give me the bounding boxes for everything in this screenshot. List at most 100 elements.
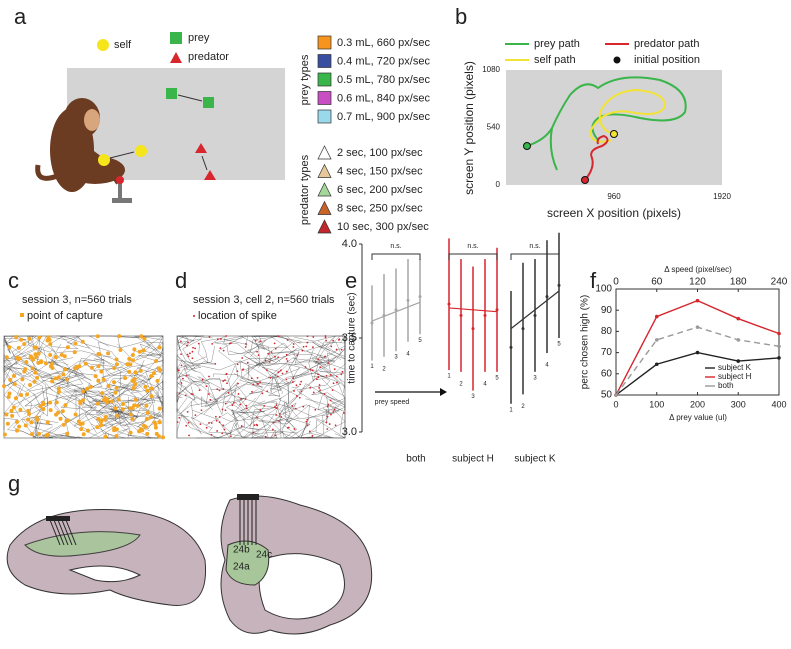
spike-location	[267, 352, 270, 355]
spike-location	[214, 362, 217, 365]
spike-location	[292, 377, 295, 380]
capture-point	[88, 384, 93, 389]
trajectory	[203, 365, 269, 415]
spike-location	[298, 396, 301, 399]
panel-label: c	[8, 268, 19, 293]
spike-location	[309, 368, 312, 371]
spike-location	[190, 393, 193, 395]
capture-point	[80, 339, 85, 344]
point-label: 1	[447, 374, 451, 380]
y-tick-label: 3.5	[342, 332, 357, 344]
panel-label: a	[14, 4, 27, 29]
prey-on-screen	[203, 97, 214, 108]
trajectory	[100, 364, 144, 390]
capture-point	[34, 354, 39, 359]
capture-point	[27, 336, 32, 341]
spike-location	[252, 431, 255, 434]
spike-location	[271, 428, 274, 431]
spike-location	[328, 423, 331, 425]
spike-location	[207, 393, 210, 395]
spike-location	[332, 382, 335, 385]
capture-point	[73, 341, 78, 346]
spike-location	[324, 355, 326, 358]
trajectory	[253, 400, 283, 439]
capture-point	[137, 349, 142, 354]
point-label: 2	[521, 404, 525, 410]
capture-point	[83, 361, 88, 366]
data-point	[777, 344, 781, 349]
capture-point	[106, 383, 111, 388]
capture-point	[22, 341, 27, 346]
spike-location	[210, 433, 213, 436]
capture-point	[153, 425, 158, 430]
significance-bracket	[448, 253, 498, 260]
spike-location	[335, 348, 338, 351]
y-axis-label: perc chosen high (%)	[580, 295, 591, 390]
panel-label: g	[8, 471, 20, 496]
capture-point	[12, 382, 17, 387]
capture-point	[148, 415, 153, 420]
capture-point	[142, 336, 147, 341]
spike-location	[223, 428, 226, 431]
y-tick-label: 4.0	[342, 238, 357, 250]
spike-location	[329, 399, 332, 402]
capture-point	[10, 413, 15, 418]
x-tick-label: 300	[731, 399, 746, 409]
trajectory	[3, 335, 27, 353]
spike-location	[250, 377, 253, 380]
spike-location	[270, 351, 273, 354]
trajectory	[112, 407, 164, 427]
mean-point	[459, 313, 463, 317]
spike-location	[246, 361, 249, 364]
spike-location	[327, 362, 329, 364]
capture-point	[65, 345, 70, 350]
data-point	[736, 338, 741, 342]
capture-point	[50, 379, 55, 384]
trajectory	[60, 391, 130, 429]
trajectory	[300, 372, 346, 439]
trajectory	[176, 366, 182, 404]
prey-type-label: 0.7 mL, 900 px/sec	[337, 111, 430, 123]
capture-point	[117, 334, 122, 339]
spike-location	[304, 366, 307, 368]
spike-location	[265, 369, 268, 371]
capture-point	[26, 417, 31, 422]
capture-point	[157, 345, 162, 350]
spike-location	[176, 421, 179, 424]
spike-location	[312, 336, 315, 338]
spike-location	[236, 363, 239, 366]
capture-point	[73, 412, 78, 417]
prey-type-swatch	[317, 109, 332, 124]
capture-point	[81, 432, 86, 437]
spike-location	[278, 413, 281, 415]
trajectory	[192, 409, 243, 439]
self-label: self	[114, 39, 132, 51]
capture-point	[13, 396, 18, 401]
spike-location	[302, 405, 305, 408]
spike-location	[291, 381, 294, 384]
trajectory	[259, 404, 310, 439]
spike-location	[205, 426, 208, 429]
trajectory	[222, 368, 282, 428]
spike-location	[335, 375, 338, 378]
spike-location	[222, 424, 225, 427]
capture-point	[98, 419, 103, 424]
capture-point	[2, 384, 7, 389]
spike-location	[318, 384, 321, 386]
trajectory	[239, 335, 301, 350]
capture-point	[7, 345, 12, 350]
capture-point	[63, 403, 68, 408]
prey-types-title: prey types	[299, 54, 311, 105]
spike-location	[186, 411, 189, 413]
spike-location	[244, 342, 247, 345]
capture-point	[113, 406, 118, 411]
capture-point	[114, 357, 119, 362]
spike-location	[179, 340, 182, 343]
capture-point	[29, 420, 34, 425]
spike-location	[301, 349, 304, 352]
spike-location	[342, 412, 345, 414]
spike-location	[318, 387, 321, 389]
spike-location	[299, 383, 302, 386]
trajectory	[239, 360, 288, 382]
capture-point	[113, 390, 118, 395]
